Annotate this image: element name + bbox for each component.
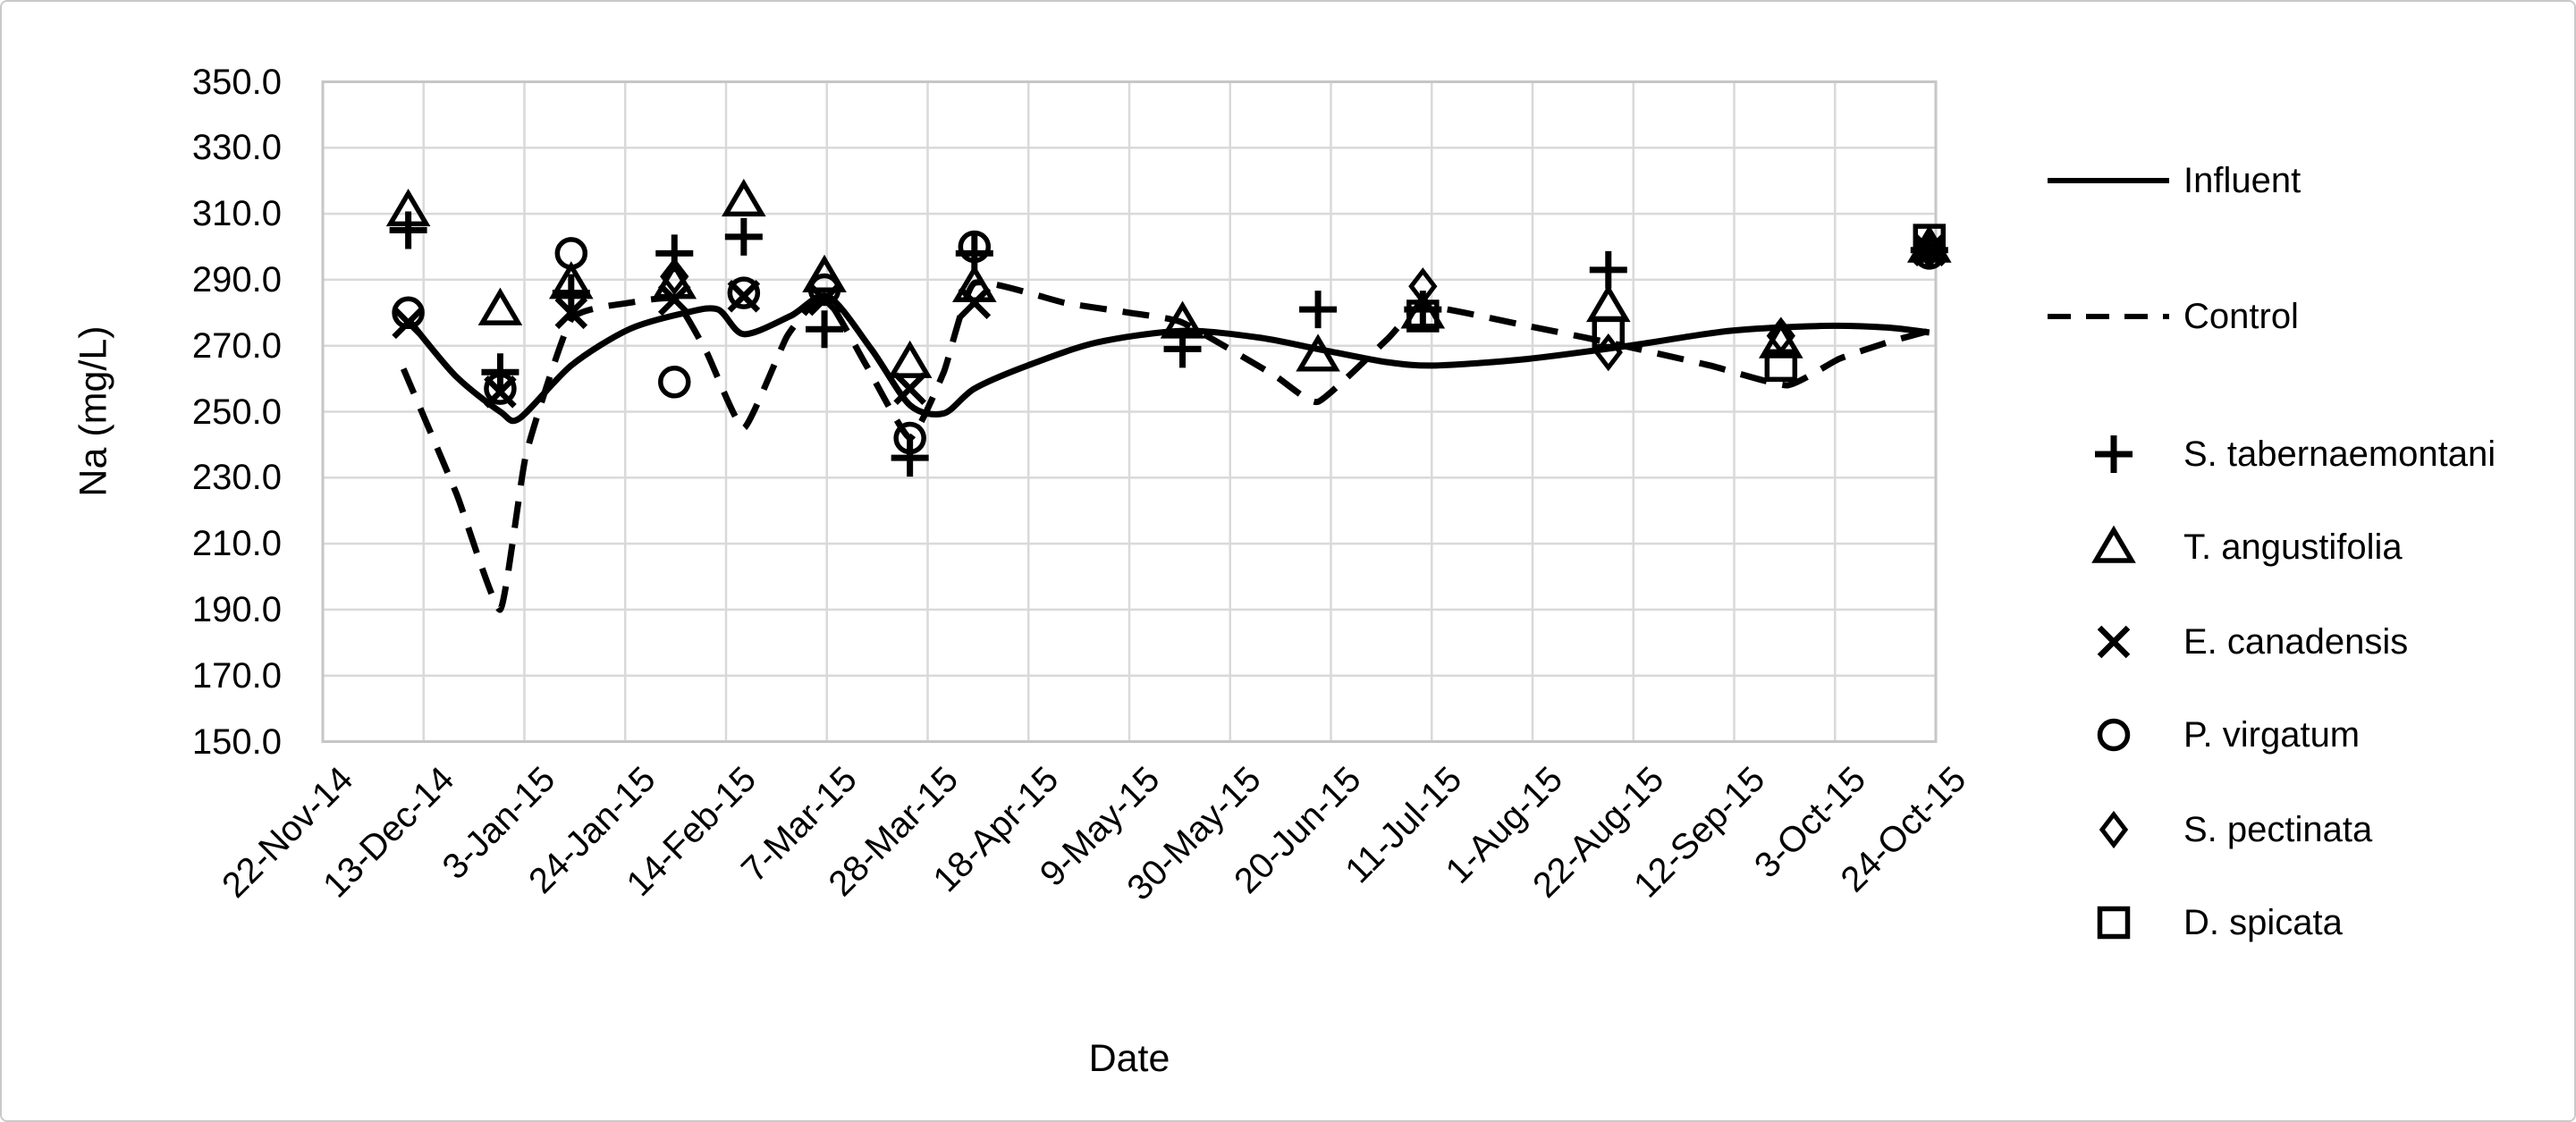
marker-x <box>554 296 588 330</box>
marker-circle <box>554 237 588 270</box>
legend-symbol-circle <box>2097 718 2131 752</box>
marker-circle <box>392 296 425 330</box>
marker-circle <box>807 273 841 307</box>
control-line <box>400 279 1930 613</box>
marker-triangle <box>1160 300 1205 339</box>
legend-item-label: D. spicata <box>2183 903 2343 942</box>
marker-square <box>1913 224 1947 257</box>
plot-border <box>321 80 1938 743</box>
marker-square <box>1764 349 1798 383</box>
marker-triangle <box>887 340 933 378</box>
y-tick-label: 330.0 <box>191 128 282 168</box>
marker-circle <box>658 366 691 399</box>
marker-triangle <box>1585 283 1631 323</box>
marker-x <box>657 283 691 316</box>
marker-circle <box>484 372 517 405</box>
marker-diamond <box>1914 231 1944 269</box>
legend-symbol-triangle <box>2091 525 2136 563</box>
legend-symbol-x <box>2097 625 2131 659</box>
marker-triangle <box>549 261 594 299</box>
y-tick-label: 270.0 <box>191 325 282 366</box>
y-tick-label: 230.0 <box>191 458 282 498</box>
marker-circle <box>893 421 926 455</box>
y-tick-label: 290.0 <box>191 259 282 299</box>
marker-square <box>1406 299 1440 333</box>
y-tick-label: 150.0 <box>191 721 282 762</box>
legend-item-label: T. angustifolia <box>2183 527 2403 567</box>
y-tick-label: 190.0 <box>191 589 282 629</box>
marker-circle <box>958 230 992 264</box>
y-tick-label: 250.0 <box>191 392 282 432</box>
legend-item-label: E. canadensis <box>2183 622 2409 662</box>
marker-triangle <box>1296 333 1340 372</box>
marker-circle <box>727 276 761 309</box>
y-tick-label: 310.0 <box>191 194 282 234</box>
legend-item-label: S. pectinata <box>2183 810 2373 849</box>
y-tick-label: 170.0 <box>191 655 282 696</box>
marker-triangle <box>802 254 847 292</box>
legend-item-label: P. virgatum <box>2183 715 2361 755</box>
marker-triangle <box>477 287 523 325</box>
legend-symbol-diamond <box>2099 810 2129 849</box>
marker-x <box>893 372 926 405</box>
marker-x <box>807 283 841 316</box>
y-tick-label: 210.0 <box>191 524 282 564</box>
marker-x <box>392 306 425 340</box>
marker-square <box>1592 316 1626 350</box>
legend-item-label: Control <box>2183 297 2299 336</box>
marker-x <box>958 286 992 320</box>
marker-triangle <box>722 178 766 217</box>
legend-item-label: Influent <box>2183 161 2302 200</box>
legend-symbol-square <box>2097 906 2131 940</box>
x-axis-title: Date <box>1088 1037 1170 1080</box>
legend-item-label: S. tabernaemontani <box>2183 434 2496 474</box>
marker-triangle <box>385 188 431 227</box>
marker-triangle <box>1400 291 1446 329</box>
marker-diamond <box>660 257 689 296</box>
influent-line <box>405 292 1930 425</box>
y-tick-label: 350.0 <box>191 62 282 102</box>
